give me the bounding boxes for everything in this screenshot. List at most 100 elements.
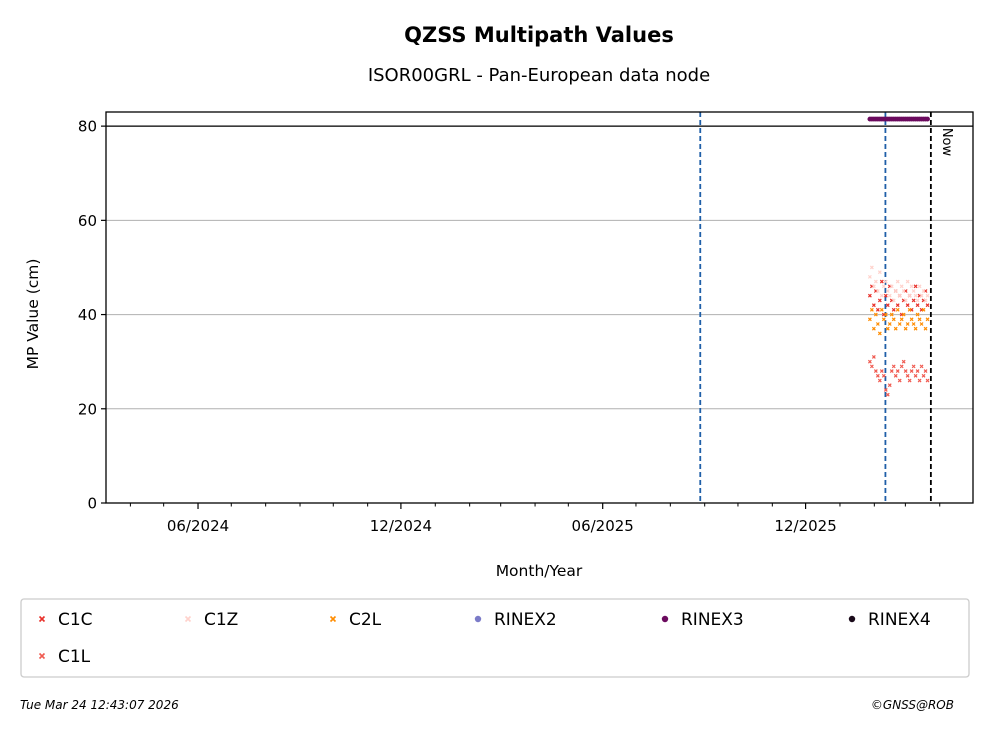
data-point-c1z xyxy=(923,298,928,303)
data-point-c1l xyxy=(879,369,884,374)
data-point-c1z xyxy=(911,289,916,293)
data-point-c1l xyxy=(891,364,896,369)
data-point-c2l xyxy=(891,317,896,322)
data-point-c1z xyxy=(875,289,880,293)
data-point-c1c xyxy=(883,293,888,298)
data-point-c2l xyxy=(877,331,882,336)
data-point-c2l xyxy=(879,307,884,312)
data-point-rinex3 xyxy=(925,116,930,122)
data-point-c1z xyxy=(881,284,886,289)
data-point-c1c xyxy=(871,303,876,308)
data-point-c1c xyxy=(913,284,918,289)
data-point-c1l xyxy=(867,359,872,364)
data-point-c1z xyxy=(873,279,878,284)
data-point-c1c xyxy=(891,307,896,312)
data-point-c1c xyxy=(895,303,900,308)
data-point-c1l xyxy=(917,378,922,383)
y-tick-label: 60 xyxy=(78,212,97,230)
data-point-c2l xyxy=(899,317,904,322)
data-point-c2l xyxy=(919,322,924,326)
y-tick-label: 20 xyxy=(78,400,97,418)
data-point-c1c xyxy=(915,303,920,308)
data-point-c1l xyxy=(925,378,930,383)
data-point-c1z xyxy=(891,298,896,303)
data-point-c1l xyxy=(909,369,914,374)
data-point-c2l xyxy=(867,317,872,322)
data-point-c2l xyxy=(889,312,894,317)
legend-label-rinex4: RINEX4 xyxy=(868,610,931,630)
data-point-c2l xyxy=(915,312,920,317)
legend: C1C C1Z C2L RINEX2 RINEX3 RINEX4 C1L xyxy=(38,610,931,667)
data-point-c1l xyxy=(883,388,888,392)
legend-label-c1l: C1L xyxy=(58,647,91,667)
data-point-c1l xyxy=(913,373,918,378)
data-point-c1l xyxy=(871,355,876,359)
data-point-c1l xyxy=(869,364,874,369)
data-point-c2l xyxy=(905,322,910,326)
chart-subtitle: ISOR00GRL - Pan-European data node xyxy=(368,65,710,86)
footer-timestamp: Tue Mar 24 12:43:07 2026 xyxy=(20,698,179,712)
data-point-c1z xyxy=(905,279,910,284)
legend-marker-c1l xyxy=(38,652,46,660)
data-point-c1l xyxy=(893,373,898,378)
data-point-c1l xyxy=(887,383,892,388)
data-point-c1l xyxy=(911,364,916,369)
y-tick-label: 40 xyxy=(78,306,97,324)
y-axis-label: MP Value (cm) xyxy=(24,259,42,370)
x-tick-label: 06/2024 xyxy=(167,517,229,535)
legend-label-c2l: C2L xyxy=(349,610,382,630)
data-point-c1z xyxy=(895,279,900,284)
data-point-c1z xyxy=(883,279,888,284)
data-point-c1l xyxy=(875,373,880,378)
x-axis-ticks: 06/2024 12/2024 06/2025 12/2025 xyxy=(129,503,941,535)
data-point-c2l xyxy=(913,326,918,331)
data-point-c1z xyxy=(877,270,882,275)
data-point-c1z xyxy=(879,293,884,298)
data-point-c1c xyxy=(925,303,930,308)
data-point-c1z xyxy=(901,289,906,293)
data-point-c1l xyxy=(907,378,912,383)
data-point-c1z xyxy=(919,293,924,298)
data-point-c2l xyxy=(885,326,890,331)
data-point-c1c xyxy=(911,298,916,303)
legend-label-rinex2: RINEX2 xyxy=(494,610,557,630)
data-point-c1l xyxy=(915,369,920,374)
data-point-c1z xyxy=(917,284,922,289)
data-point-c1z xyxy=(903,298,908,303)
now-label: Now xyxy=(939,128,954,157)
y-tick-label: 80 xyxy=(78,118,97,136)
data-point-c2l xyxy=(925,317,930,322)
data-point-c1z xyxy=(909,284,914,289)
data-point-c2l xyxy=(881,317,886,322)
data-point-c1z xyxy=(871,284,876,289)
data-point-c1c xyxy=(867,293,872,298)
legend-label-rinex3: RINEX3 xyxy=(681,610,744,630)
data-point-c1z xyxy=(921,289,926,293)
data-point-c1l xyxy=(903,369,908,374)
data-point-c1l xyxy=(895,369,900,374)
data-point-c2l xyxy=(887,322,892,326)
data-point-c1z xyxy=(867,274,872,279)
data-point-c2l xyxy=(917,317,922,322)
data-point-c2l xyxy=(903,326,908,331)
x-tick-label: 12/2024 xyxy=(370,517,432,535)
legend-marker-c1c xyxy=(38,615,46,623)
data-point-c1z xyxy=(887,293,892,298)
data-point-c1l xyxy=(881,373,886,378)
data-point-c1c xyxy=(875,307,880,312)
data-point-c1z xyxy=(899,284,904,289)
legend-marker-c1z xyxy=(184,615,192,623)
data-point-c1c xyxy=(877,298,882,303)
data-point-c2l xyxy=(921,307,926,312)
data-point-c1l xyxy=(919,364,924,369)
legend-marker-rinex3 xyxy=(661,615,669,623)
data-point-c1z xyxy=(915,298,920,303)
data-point-c1l xyxy=(877,378,882,383)
legend-marker-rinex4 xyxy=(848,615,856,623)
data-point-c1l xyxy=(873,369,878,374)
data-point-c1z xyxy=(907,293,912,298)
data-point-c1z xyxy=(925,293,930,298)
data-point-c2l xyxy=(923,326,928,331)
data-point-c2l xyxy=(883,312,888,317)
